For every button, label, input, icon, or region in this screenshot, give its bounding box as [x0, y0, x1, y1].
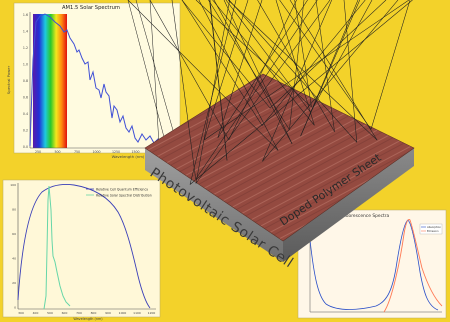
solar-x-tick: 1250 — [112, 150, 120, 154]
solar-spectrum-title: AM1.5 Solar Spectrum — [62, 5, 120, 11]
reflected-ray — [195, 0, 230, 184]
solar-x-tick: 500 — [54, 150, 60, 154]
efficiency-x-tick: 700 — [76, 311, 82, 315]
visible-band-rainbow — [33, 14, 67, 148]
efficiency-legend-item-0: Relative Cell Quantum Efficiency — [96, 188, 148, 192]
efficiency-legend-item-1: Relative Solar Spectral Distribution — [96, 194, 152, 198]
efficiency-x-tick: 300 — [18, 311, 24, 315]
slab-front-right-face — [283, 148, 414, 262]
incident-ray — [149, 0, 161, 161]
emission-legend: Absorption Emission — [419, 223, 443, 235]
solar-x-tick: 1500 — [131, 150, 139, 154]
emission-title: Fluorescence Spectra — [342, 213, 390, 219]
incident-ray — [203, 0, 249, 141]
efficiency-legend: Relative Cell Quantum Efficiency Relativ… — [86, 188, 152, 198]
emission-panel: Fluorescence Spectra Absorption Emission — [297, 209, 447, 319]
efficiency-xlabel: Wavelength (nm) — [73, 317, 103, 321]
reflected-ray — [212, 0, 315, 126]
efficiency-y-tick: 100 — [10, 183, 16, 187]
reflected-ray — [181, 0, 271, 109]
solar-x-tick: 1000 — [92, 150, 100, 154]
solar-ylabel: Spectral Power — [6, 65, 11, 94]
efficiency-x-tick: 500 — [47, 311, 53, 315]
incident-ray — [217, 0, 263, 138]
solar-x-tick: 750 — [74, 150, 80, 154]
incident-ray — [262, 0, 399, 162]
reflected-ray — [300, 0, 360, 137]
reflected-ray — [195, 0, 318, 180]
efficiency-x-tick: 400 — [33, 311, 39, 315]
efficiency-x-tick: 1200 — [148, 311, 156, 315]
reflected-ray — [262, 0, 332, 162]
solar-y-tick: 0.8 — [23, 79, 28, 83]
efficiency-x-tick: 600 — [62, 311, 68, 315]
solar-xlabel: Wavelength (nm) — [112, 154, 145, 159]
incident-ray — [127, 0, 279, 151]
efficiency-y-ticks: 100 80 60 40 20 0 — [10, 183, 16, 310]
solar-y-tick: 0.6 — [23, 96, 28, 100]
solar-y-tick: 0.0 — [23, 145, 28, 149]
reflected-ray — [228, 0, 358, 143]
solar-y-tick: 1.0 — [23, 63, 28, 67]
slab-front-left-face — [145, 148, 283, 262]
solar-y-ticks: 1.6 1.4 1.2 1.0 0.8 0.6 0.4 0.2 0.0 — [23, 13, 28, 149]
reflected-ray — [279, 0, 372, 130]
incident-ray — [275, 0, 315, 126]
reflected-ray — [203, 0, 410, 141]
reflected-ray — [189, 0, 413, 185]
reflected-ray — [261, 0, 366, 126]
efficiency-y-tick: 20 — [12, 281, 16, 285]
reflected-ray — [227, 0, 378, 141]
incident-ray — [370, 0, 411, 130]
incident-ray — [289, 0, 305, 130]
efficiency-x-tick: 1100 — [133, 311, 141, 315]
efficiency-panel: Relative Cell Quantum Efficiency Relativ… — [2, 179, 161, 321]
efficiency-y-tick: 80 — [12, 208, 16, 212]
reflected-ray — [228, 0, 297, 141]
absorption-curve — [309, 219, 439, 311]
incident-ray — [189, 0, 237, 185]
incident-ray — [127, 0, 171, 161]
reflected-ray — [209, 0, 228, 161]
reflected-ray — [257, 0, 335, 132]
efficiency-x-ticks: 300 400 500 600 700 800 900 1000 1100 1200 — [18, 311, 155, 315]
incident-ray — [195, 0, 312, 108]
efficiency-x-tick: 1000 — [119, 311, 127, 315]
incident-ray — [181, 0, 263, 126]
incident-ray — [269, 0, 387, 109]
slab-top-face — [144, 73, 415, 242]
efficiency-background — [2, 179, 161, 318]
solar-spectrum-panel: AM1.5 Solar Spectrum Spectral Power Wave… — [6, 2, 181, 159]
incident-ray — [310, 0, 373, 113]
incident-ray — [195, 0, 331, 184]
solar-y-tick: 1.6 — [23, 13, 28, 17]
solar-spectrum-line — [29, 13, 176, 147]
incident-ray — [343, 0, 358, 143]
solar-y-tick: 0.2 — [23, 129, 28, 133]
reflected-ray — [217, 0, 308, 138]
efficiency-y-tick: 0 — [14, 306, 16, 310]
quantum-efficiency-curve — [17, 183, 151, 309]
efficiency-x-tick: 800 — [91, 311, 97, 315]
light-rays-foreground — [127, 0, 413, 185]
solar-y-tick: 1.4 — [23, 30, 28, 34]
solar-x-tick: 250 — [35, 150, 41, 154]
efficiency-x-tick: 900 — [105, 311, 111, 315]
incident-ray — [171, 0, 196, 180]
emission-legend-item-0: Absorption — [427, 225, 441, 229]
reflected-ray — [208, 0, 290, 130]
efficiency-y-tick: 40 — [12, 257, 16, 261]
efficiency-y-tick: 60 — [12, 232, 16, 236]
solar-distribution-curve — [43, 185, 71, 310]
solar-y-tick: 0.4 — [23, 112, 28, 116]
incident-ray — [315, 0, 335, 132]
emission-legend-item-1: Emission — [427, 229, 439, 233]
reflected-ray — [225, 0, 311, 113]
incident-ray — [223, 0, 293, 144]
solar-y-tick: 1.2 — [23, 46, 28, 50]
incident-ray — [149, 0, 230, 141]
emission-curve — [383, 219, 443, 313]
